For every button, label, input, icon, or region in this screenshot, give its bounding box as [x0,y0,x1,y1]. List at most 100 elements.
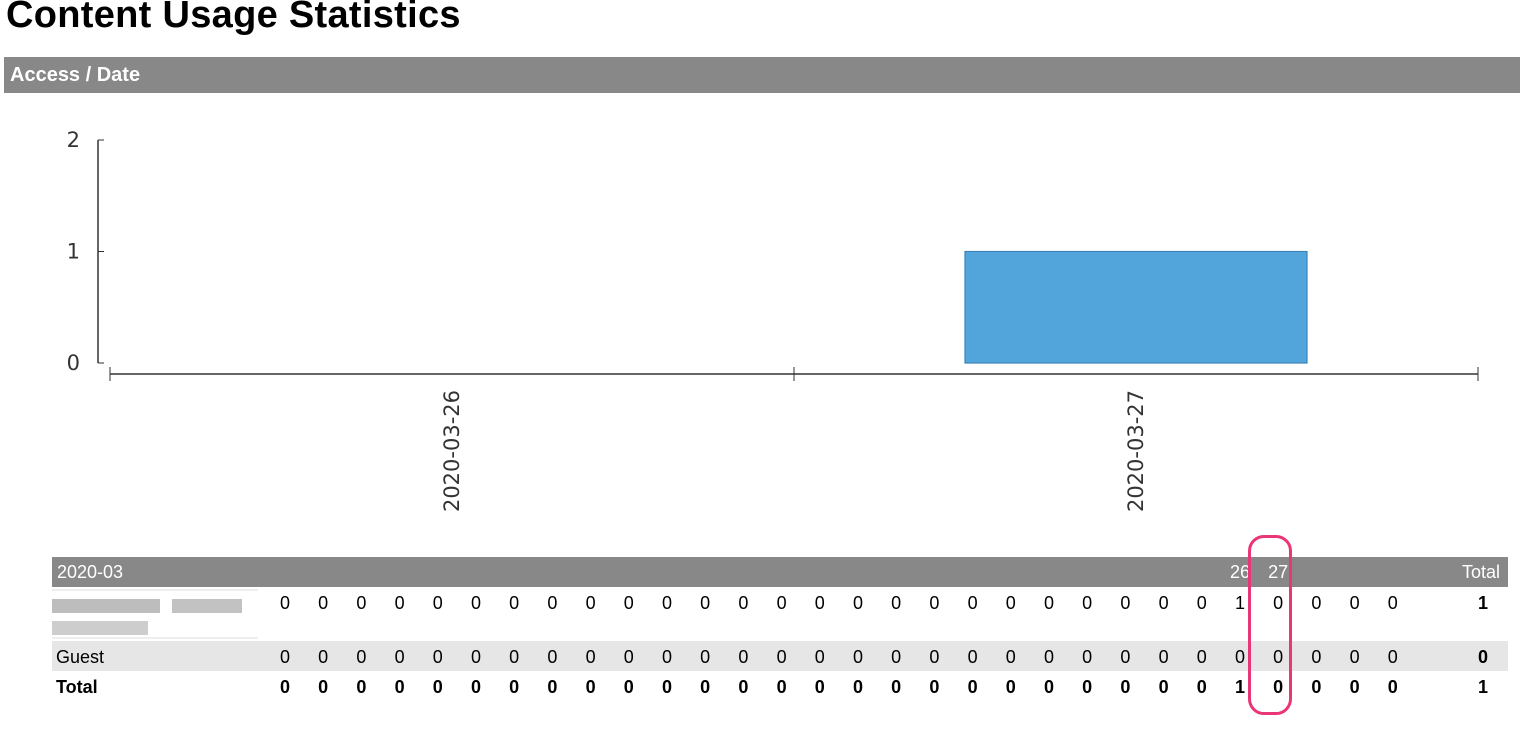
table-cell: 0 [852,677,863,697]
table-cell: 0 [585,647,596,667]
table-cell: 0 [509,593,520,613]
table-cell: 0 [1311,593,1322,613]
table-cell: 0 [394,593,405,613]
y-tick-label: 1 [67,240,80,264]
table-cell: 0 [700,647,711,667]
table-cell: 0 [1273,647,1284,667]
table-cell: 0 [1120,647,1131,667]
access-date-chart: 0 1 2 2020-03-26 2020-03-27 [67,128,1479,512]
table-cell: 0 [1043,677,1054,697]
table-cell: 0 [891,593,902,613]
table-cell: 0 [394,647,405,667]
table-row-guest: Guest 0 0 0 0 0 0 0 0 0 0 0 0 0 0 0 0 0 0 0 0 0 0 0 0 0 0 0 0 0 0 0 [52,641,1508,671]
table-cell: 0 [547,647,558,667]
x-tick-label: 2020-03-26 [440,390,464,512]
highlight-annotation [1248,535,1292,715]
table-cell: 0 [1120,677,1131,697]
day-header: 26 [1229,562,1251,582]
table-cell: 0 [585,593,596,613]
table-cell: 0 [776,647,787,667]
table-cell: 0 [1043,647,1054,667]
table-cell: 0 [623,677,634,697]
table-cell: 0 [661,677,672,697]
table-cell: 0 [1273,593,1284,613]
table-cell: 0 [318,677,329,697]
table-cell: 0 [623,593,634,613]
table-cell: 0 [738,647,749,667]
month-label: 2020-03 [57,562,124,582]
table-cell: 0 [661,593,672,613]
table-cell: 0 [279,677,290,697]
table-cell: 0 [547,677,558,697]
total-header: Total [1461,562,1500,582]
table-cell: 0 [814,593,825,613]
table-cell: 0 [1043,593,1054,613]
table-header: 2020-03 Total 26 27 [52,557,1508,587]
table-cell: 0 [1196,593,1207,613]
table-cell: 0 [356,593,367,613]
table-cell: 0 [432,677,443,697]
table-cell: 0 [432,593,443,613]
table-cell: 0 [1082,647,1093,667]
table-cell: 0 [1005,593,1016,613]
table-cell: 0 [776,593,787,613]
table-cell: 0 [1273,677,1284,697]
table-cell: 0 [1082,677,1093,697]
table-cell: 0 [470,647,481,667]
table-cell: 0 [1196,677,1207,697]
table-cell: 0 [279,593,290,613]
table-cell: 0 [929,677,940,697]
table-cell: 0 [394,677,405,697]
table-cell: 0 [470,593,481,613]
table-cell: 0 [1387,593,1398,613]
row-total: 1 [1477,593,1488,613]
table-cell: 0 [814,677,825,697]
table-cell: 0 [1234,647,1245,667]
y-tick-label: 0 [67,351,80,375]
table-cell: 0 [509,677,520,697]
row-name: Guest [56,647,105,667]
table-cell: 0 [1349,593,1360,613]
table-cell: 0 [318,647,329,667]
table-cell: 0 [356,677,367,697]
table-cell: 0 [700,677,711,697]
table-cell: 0 [585,677,596,697]
table-cell: 0 [967,593,978,613]
table-cell: 0 [700,593,711,613]
table-cell: 0 [1349,677,1360,697]
table-cell: 0 [776,677,787,697]
table-cell: 0 [1158,677,1169,697]
stats-table: 2020-03 Total 26 27 0 0 0 0 0 0 0 0 0 0 0 0 0 0 0 0 0 0 0 0 0… [52,557,1508,701]
table-cell: 0 [1387,677,1398,697]
table-row-user: 0 0 0 0 0 0 0 0 0 0 0 0 0 0 0 0 0 0 0 0 0 0 0 0 0 1 0 0 0 0 1 [52,587,1508,641]
table-cell: 0 [547,593,558,613]
table-cell: 0 [891,677,902,697]
table-cell: 0 [279,647,290,667]
table-cell: 0 [852,593,863,613]
table-cell: 0 [929,647,940,667]
table-cell: 0 [929,593,940,613]
table-cell: 0 [738,677,749,697]
table-cell: 0 [1387,647,1398,667]
table-cell: 0 [470,677,481,697]
row-total: 0 [1477,647,1488,667]
table-cell: 0 [1005,677,1016,697]
table-cell: 0 [1311,677,1322,697]
table-cell: 0 [1196,647,1207,667]
table-cell: 0 [432,647,443,667]
table-cell: 0 [1082,593,1093,613]
y-tick-label: 2 [67,128,80,152]
table-cell: 0 [967,677,978,697]
page-title: Content Usage Statistics [6,0,461,36]
table-cell: 0 [1311,647,1322,667]
bar [964,250,1308,364]
section-title: Access / Date [10,64,141,86]
x-tick-label: 2020-03-27 [1124,390,1148,512]
row-total: 1 [1477,677,1488,697]
table-cell: 0 [1158,593,1169,613]
table-cell: 0 [318,593,329,613]
table-cell: 0 [509,647,520,667]
redacted-user-name [52,589,258,639]
row-name: Total [56,677,98,697]
table-cell: 0 [738,593,749,613]
